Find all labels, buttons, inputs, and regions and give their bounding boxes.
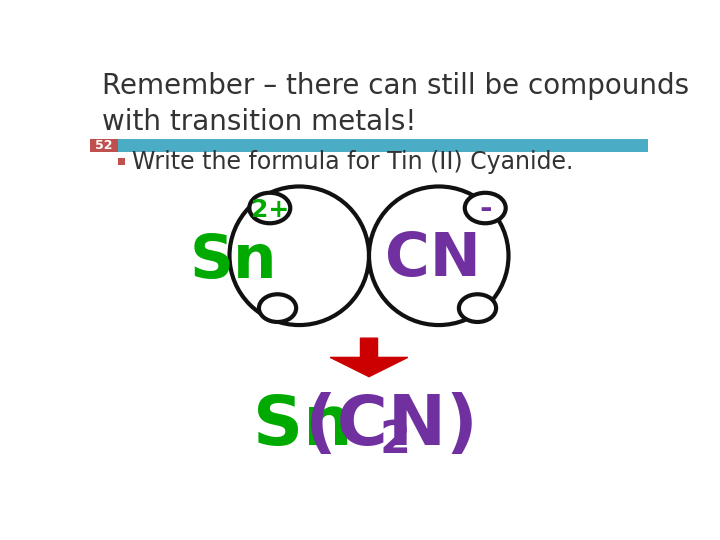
Text: -: - [479, 195, 492, 224]
Ellipse shape [465, 193, 505, 223]
Text: 52: 52 [95, 139, 113, 152]
Bar [90, 139, 648, 152]
Ellipse shape [249, 193, 290, 223]
Text: Remember – there can still be compounds
with transition metals!: Remember – there can still be compounds … [102, 72, 689, 136]
Circle shape [369, 186, 508, 325]
Circle shape [230, 186, 369, 325]
Text: (CN): (CN) [305, 392, 478, 458]
Text: 2+: 2+ [251, 198, 289, 221]
Ellipse shape [459, 294, 496, 322]
Text: Sn: Sn [253, 392, 352, 458]
Bar [90, 139, 118, 152]
Text: Write the formula for Tin (II) Cyanide.: Write the formula for Tin (II) Cyanide. [132, 150, 573, 174]
Polygon shape [330, 338, 408, 377]
Text: CN: CN [384, 230, 480, 289]
Bar [118, 158, 125, 165]
Ellipse shape [259, 294, 296, 322]
Text: 2: 2 [379, 419, 410, 462]
Text: Sn: Sn [189, 232, 276, 292]
